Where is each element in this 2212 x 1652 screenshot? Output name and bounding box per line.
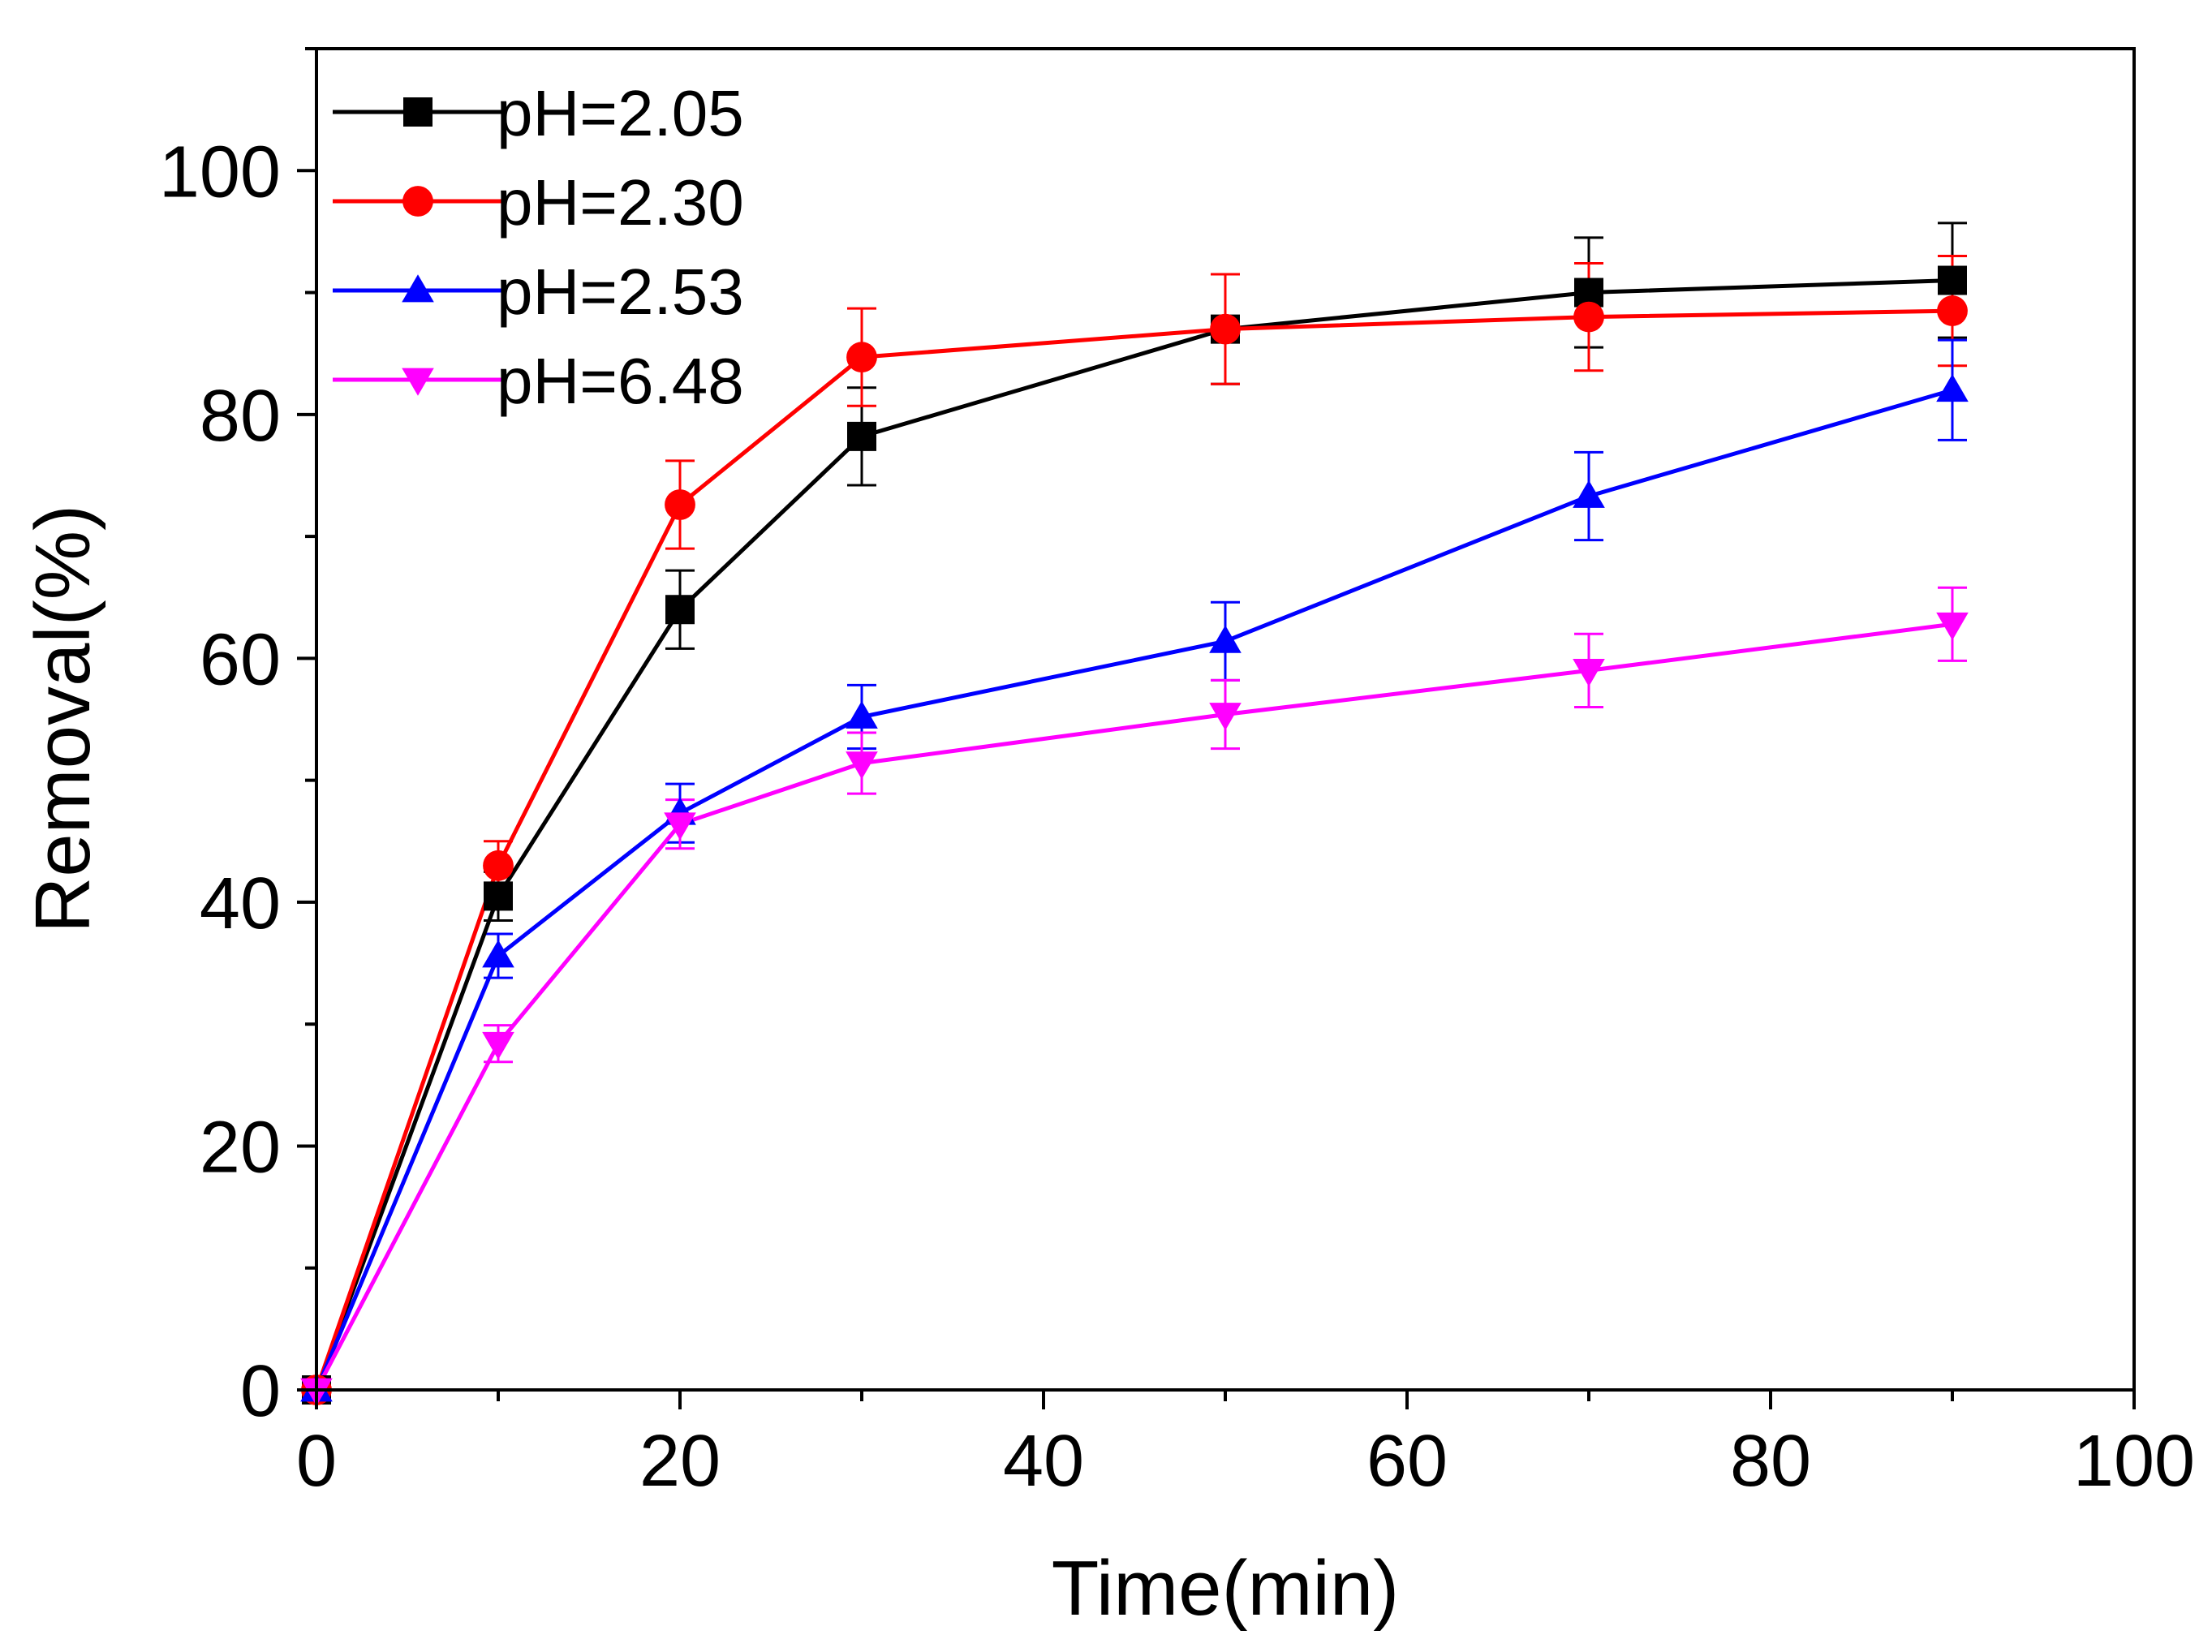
data-point [847,421,876,451]
x-tick-label: 60 [1366,1421,1448,1502]
data-point [1210,313,1241,345]
data-point [1573,658,1605,687]
data-point [1936,373,1969,402]
data-point [664,812,696,841]
data-point [846,342,877,373]
data-point [483,850,514,881]
legend-marker [402,274,434,303]
y-tick-label: 20 [200,1107,281,1188]
data-point [1573,301,1604,333]
legend-marker [402,186,433,217]
legend-marker [402,368,434,396]
x-tick-label: 40 [1003,1421,1084,1502]
data-point [1936,612,1969,641]
data-point [1209,703,1242,731]
y-tick-label: 40 [200,863,281,944]
y-tick-label: 80 [200,376,281,457]
data-point [1938,265,1967,295]
axes: 0 20 40 60 80 100 0 20 40 60 80 100 [159,47,2195,1502]
data-point [846,751,878,780]
series-markers [300,265,1969,1406]
x-tick-label: 20 [639,1421,721,1502]
data-point [1209,625,1242,653]
y-tick-label: 60 [200,619,281,700]
y-tick-label: 100 [159,131,281,213]
legend-label: pH=6.48 [497,345,744,417]
x-tick-label: 80 [1730,1421,1811,1502]
data-point [1573,480,1605,508]
data-point [846,700,878,729]
legend: pH=2.05 pH=2.30 pH=2.53 pH=6.48 [333,77,744,417]
y-axis-title: Removal(%) [19,505,106,933]
data-point [484,881,513,911]
legend-label: pH=2.53 [497,256,744,328]
data-point [482,1031,514,1060]
y-tick-label: 0 [240,1351,281,1432]
data-point [482,940,514,968]
x-tick-label: 0 [296,1421,337,1502]
legend-marker [403,97,433,127]
x-axis-title: Time(min) [1052,1545,1399,1632]
x-tick-label: 100 [2073,1421,2195,1502]
data-point [665,489,695,520]
legend-label: pH=2.30 [497,166,744,239]
data-point [1937,295,1968,326]
data-point [665,595,695,625]
legend-label: pH=2.05 [497,77,744,149]
